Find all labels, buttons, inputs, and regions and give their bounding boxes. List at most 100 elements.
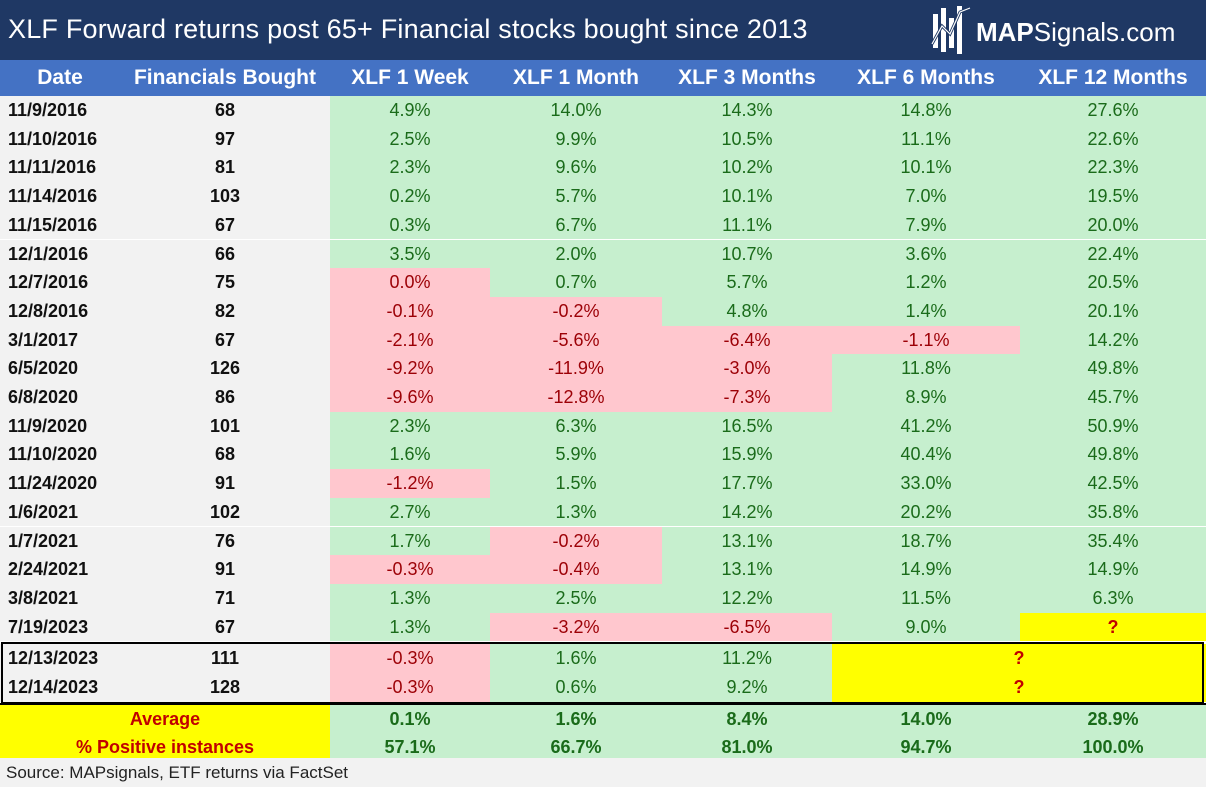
- return-cell: 11.1%: [832, 124, 1020, 154]
- return-cell: 3.6%: [832, 239, 1020, 269]
- return-cell: 14.8%: [832, 96, 1020, 125]
- row-financials-bought: 68: [120, 96, 330, 125]
- return-cell: -5.6%: [490, 325, 662, 355]
- return-cell: 0.2%: [330, 182, 490, 211]
- row-financials-bought: 111: [120, 644, 330, 673]
- row-financials-bought: 67: [120, 325, 330, 355]
- return-cell: 1.6%: [330, 440, 490, 470]
- return-cell: 15.9%: [662, 440, 832, 470]
- return-cell: -11.9%: [490, 354, 662, 383]
- return-cell: 27.6%: [1020, 96, 1206, 125]
- returns-table: Date Financials Bought XLF 1 Week XLF 1 Mon…: [0, 60, 1206, 763]
- return-cell: 14.0%: [490, 96, 662, 125]
- return-cell: 22.3%: [1020, 153, 1206, 183]
- return-cell: -6.5%: [662, 612, 832, 642]
- return-cell: 14.2%: [662, 497, 832, 527]
- return-cell: -0.3%: [330, 555, 490, 584]
- summary-value: 1.6%: [490, 704, 662, 734]
- return-cell: 2.0%: [490, 239, 662, 269]
- summary-value: 8.4%: [662, 704, 832, 734]
- return-cell: 2.3%: [330, 411, 490, 441]
- return-cell: 1.3%: [330, 583, 490, 613]
- return-cell: 35.8%: [1020, 497, 1206, 527]
- row-financials-bought: 68: [120, 440, 330, 470]
- row-financials-bought: 101: [120, 411, 330, 441]
- return-cell: 1.5%: [490, 469, 662, 498]
- logo-text-regular: Signals.com: [1033, 17, 1176, 47]
- row-date: 1/6/2021: [0, 497, 120, 527]
- logo-text-bold: MAP: [976, 17, 1034, 47]
- return-cell: 6.7%: [490, 210, 662, 240]
- return-cell: -3.2%: [490, 612, 662, 642]
- mapsignals-logo: MAPSignals.com: [930, 4, 1200, 56]
- row-date: 6/8/2020: [0, 383, 120, 412]
- return-cell: 2.5%: [330, 124, 490, 154]
- row-financials-bought: 102: [120, 497, 330, 527]
- row-date: 11/9/2016: [0, 96, 120, 125]
- row-date: 12/13/2023: [0, 644, 120, 673]
- return-cell: 3.5%: [330, 239, 490, 269]
- row-date: 11/14/2016: [0, 182, 120, 211]
- return-cell: -9.6%: [330, 383, 490, 412]
- row-financials-bought: 76: [120, 526, 330, 556]
- return-cell: 11.5%: [832, 583, 1020, 613]
- row-financials-bought: 128: [120, 673, 330, 702]
- row-date: 11/11/2016: [0, 153, 120, 183]
- row-financials-bought: 75: [120, 268, 330, 297]
- return-cell: 5.7%: [490, 182, 662, 211]
- row-date: 11/10/2016: [0, 124, 120, 154]
- return-cell: -0.3%: [330, 644, 490, 673]
- column-header: XLF 12 Months: [1020, 60, 1206, 96]
- title-bar: XLF Forward returns post 65+ Financial s…: [0, 0, 1206, 60]
- return-cell: 5.7%: [662, 268, 832, 297]
- return-cell: -9.2%: [330, 354, 490, 383]
- logo-mark-icon: [930, 6, 971, 54]
- return-cell: -12.8%: [490, 383, 662, 412]
- row-date: 6/5/2020: [0, 354, 120, 383]
- return-cell: 40.4%: [832, 440, 1020, 470]
- row-date: 7/19/2023: [0, 612, 120, 642]
- summary-label: % Positive instances: [0, 733, 330, 763]
- return-cell: -0.2%: [490, 526, 662, 556]
- return-cell: 10.5%: [662, 124, 832, 154]
- return-cell: 10.1%: [662, 182, 832, 211]
- column-header: XLF 6 Months: [832, 60, 1020, 96]
- return-cell: 20.2%: [832, 497, 1020, 527]
- row-date: 3/8/2021: [0, 583, 120, 613]
- logo-text: MAPSignals.com: [976, 17, 1175, 48]
- summary-value: 0.1%: [330, 704, 490, 734]
- return-cell: 1.3%: [490, 497, 662, 527]
- return-cell: 11.8%: [832, 354, 1020, 383]
- return-cell: 14.9%: [832, 555, 1020, 584]
- return-cell: 20.1%: [1020, 296, 1206, 326]
- return-cell: 13.1%: [662, 526, 832, 556]
- return-cell: 16.5%: [662, 411, 832, 441]
- row-date: 11/24/2020: [0, 469, 120, 498]
- return-cell: 45.7%: [1020, 383, 1206, 412]
- return-cell: 14.9%: [1020, 555, 1206, 584]
- return-cell: 20.5%: [1020, 268, 1206, 297]
- column-header: XLF 1 Week: [330, 60, 490, 96]
- row-date: 3/1/2017: [0, 325, 120, 355]
- return-cell: 33.0%: [832, 469, 1020, 498]
- summary-value: 14.0%: [832, 704, 1020, 734]
- return-cell: -1.2%: [330, 469, 490, 498]
- return-cell: -3.0%: [662, 354, 832, 383]
- return-cell: 18.7%: [832, 526, 1020, 556]
- row-financials-bought: 86: [120, 383, 330, 412]
- row-financials-bought: 66: [120, 239, 330, 269]
- pending-return-cell: ?: [1020, 612, 1206, 642]
- return-cell: 7.0%: [832, 182, 1020, 211]
- source-bar: Source: MAPsignals, ETF returns via Fact…: [0, 758, 1206, 787]
- return-cell: 1.6%: [490, 644, 662, 673]
- column-header: XLF 1 Month: [490, 60, 662, 96]
- return-cell: 19.5%: [1020, 182, 1206, 211]
- return-cell: 42.5%: [1020, 469, 1206, 498]
- return-cell: -7.3%: [662, 383, 832, 412]
- source-note: Source: MAPsignals, ETF returns via Fact…: [6, 763, 349, 782]
- return-cell: 5.9%: [490, 440, 662, 470]
- summary-value: 66.7%: [490, 733, 662, 763]
- return-cell: 9.9%: [490, 124, 662, 154]
- column-header: Date: [0, 60, 120, 96]
- return-cell: 0.0%: [330, 268, 490, 297]
